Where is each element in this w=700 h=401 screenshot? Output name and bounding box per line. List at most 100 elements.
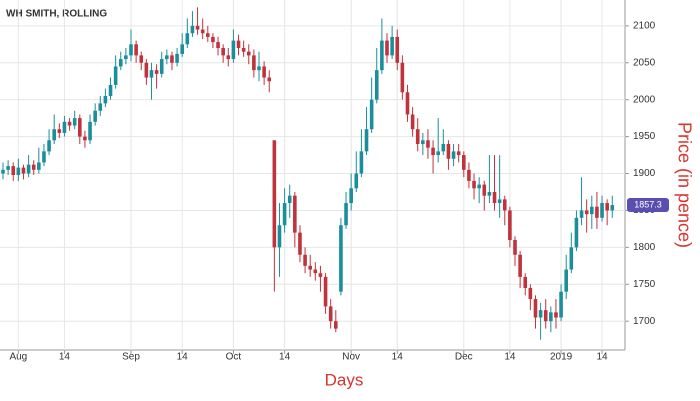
candle-body	[344, 203, 348, 226]
candle-body	[159, 59, 164, 74]
candle-body	[262, 66, 266, 78]
candle-body	[241, 47, 246, 52]
candle-body	[67, 121, 72, 126]
last-price-badge	[627, 198, 669, 213]
candle-body	[477, 184, 481, 189]
candle-body	[610, 205, 615, 211]
candle-body	[37, 162, 41, 170]
candle-body	[400, 62, 405, 93]
candle-body	[364, 129, 369, 152]
candle-body	[456, 151, 461, 156]
candle-body	[492, 191, 497, 204]
candle-body	[528, 287, 533, 300]
chart-title: WH SMITH, ROLLING	[6, 9, 107, 20]
candle-body	[257, 66, 261, 71]
candle-body	[26, 164, 31, 174]
candle-body	[272, 140, 277, 248]
x-tick-label: 14	[177, 352, 189, 363]
candle-body	[11, 166, 16, 175]
candle-body	[175, 53, 179, 63]
candle-body	[349, 188, 353, 204]
candle-body	[441, 143, 446, 152]
candle-body	[190, 25, 195, 34]
candle-body	[206, 33, 210, 37]
candle-body	[108, 84, 113, 96]
x-tick-label: Aug	[9, 352, 27, 363]
candle-body	[185, 33, 190, 45]
candle-body	[426, 140, 430, 148]
candle-body	[543, 310, 548, 322]
candle-body	[451, 151, 456, 159]
x-tick-label: Sep	[122, 352, 140, 363]
x-tick-label: Nov	[342, 352, 360, 363]
x-tick-label: 14	[279, 352, 291, 363]
candle-body	[595, 206, 599, 218]
candle-body	[559, 291, 563, 318]
candle-body	[78, 118, 82, 137]
x-tick-label: 14	[59, 352, 71, 363]
candle-body	[211, 36, 215, 43]
y-tick-label: 1800	[633, 242, 656, 253]
candle-body	[124, 55, 128, 60]
candle-body	[287, 195, 292, 204]
candle-body	[72, 118, 77, 126]
candle-body	[267, 77, 272, 82]
candle-body	[16, 167, 21, 175]
candle-body	[513, 239, 517, 255]
candle-body	[118, 59, 123, 67]
candle-body	[523, 276, 528, 288]
candle-body	[328, 306, 333, 322]
candle-body	[180, 44, 184, 54]
candle-body	[415, 129, 420, 144]
candle-body	[57, 129, 62, 133]
candle-body	[574, 217, 579, 248]
y-tick-label: 1900	[633, 168, 656, 179]
x-tick-label: Oct	[226, 352, 242, 363]
candle-body	[113, 66, 118, 85]
candle-body	[52, 129, 56, 141]
candle-body	[303, 254, 307, 266]
candle-body	[103, 95, 108, 104]
candle-body	[395, 36, 400, 63]
y-tick-label: 1950	[633, 131, 656, 142]
candle-body	[410, 114, 415, 130]
y-tick-label: 1700	[633, 316, 656, 327]
candle-body	[139, 55, 144, 63]
y-tick-label: 2100	[633, 20, 656, 31]
candle-body	[390, 36, 394, 56]
candle-body	[549, 312, 553, 322]
candle-body	[508, 210, 512, 240]
x-tick-label: 14	[596, 352, 608, 363]
y-tick-label: 1750	[633, 279, 656, 290]
x-tick-label: 14	[392, 352, 404, 363]
candle-body	[226, 55, 231, 60]
candle-body	[195, 25, 200, 30]
candle-body	[405, 92, 410, 115]
candle-body	[293, 195, 297, 233]
x-tick-label: 2019	[550, 352, 573, 363]
candle-body	[569, 247, 574, 270]
candle-body	[200, 29, 205, 34]
candle-body	[600, 203, 604, 218]
candle-body	[605, 203, 609, 211]
candle-body	[564, 269, 568, 292]
y-tick-label: 2000	[633, 94, 656, 105]
candle-body	[93, 110, 97, 122]
candle-body	[221, 47, 225, 56]
candle-body	[385, 40, 389, 56]
candle-body	[282, 203, 287, 226]
candle-body	[277, 225, 282, 248]
candle-body	[487, 191, 492, 196]
candle-body	[252, 55, 256, 71]
candle-body	[339, 225, 343, 292]
candle-body	[134, 44, 138, 56]
candle-body	[21, 167, 26, 174]
candle-body	[246, 51, 251, 56]
candle-body	[554, 312, 558, 318]
candle-body	[308, 265, 312, 270]
last-price-label: 1857.3	[634, 199, 662, 209]
x-tick-label: 14	[504, 352, 516, 363]
candle-body	[47, 140, 51, 152]
candle-body	[421, 140, 425, 144]
